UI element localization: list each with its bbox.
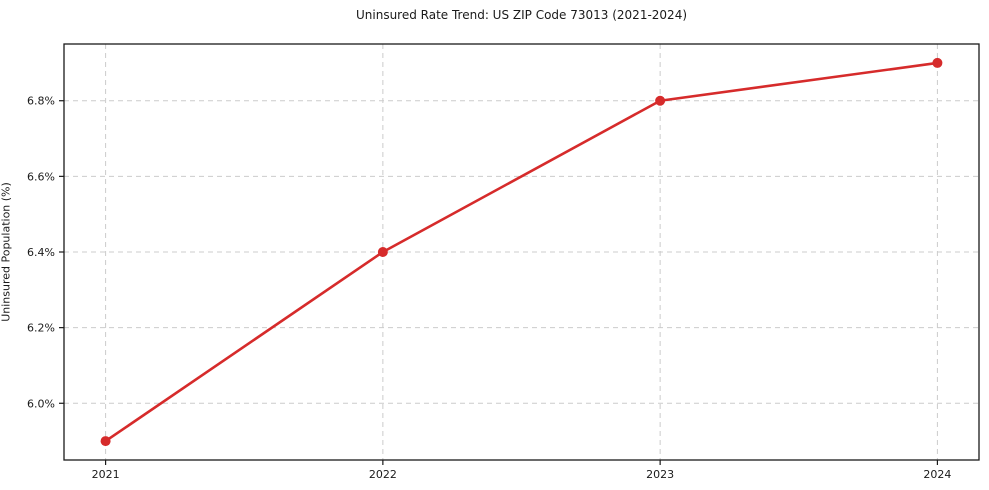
chart-title: Uninsured Rate Trend: US ZIP Code 73013 … — [355, 8, 688, 22]
data-point — [100, 436, 111, 447]
x-tick-label: 2021 — [92, 468, 120, 481]
y-tick-label: 6.4% — [27, 246, 55, 259]
x-tick-label: 2023 — [646, 468, 674, 481]
y-tick-label: 6.0% — [27, 397, 55, 410]
data-point — [655, 95, 666, 106]
y-tick-label: 6.2% — [27, 322, 55, 335]
data-point — [377, 247, 388, 257]
x-tick-label: 2024 — [923, 468, 951, 481]
y-tick-label: 6.6% — [27, 170, 55, 183]
x-tick-label: 2022 — [369, 468, 397, 481]
data-point — [932, 57, 943, 68]
y-tick-label: 6.8% — [27, 95, 55, 108]
trend-line — [104, 61, 939, 443]
